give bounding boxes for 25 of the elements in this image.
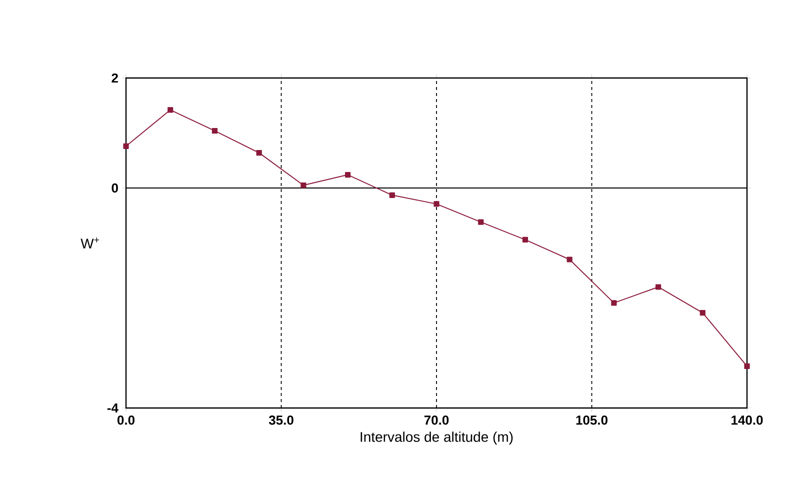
point <box>168 107 174 113</box>
point <box>300 182 306 188</box>
point <box>434 201 440 207</box>
y-tick-label: -4 <box>107 404 118 412</box>
x-axis-title: Intervalos de altitude (m) <box>360 432 513 445</box>
x-tick-label: 0.0 <box>117 416 135 425</box>
point <box>212 128 218 134</box>
y-tick-label: 2 <box>112 73 118 83</box>
point <box>566 256 572 262</box>
y-axis-title: W$^{+}$ <box>80 238 100 248</box>
x-tick-label: 70.0 <box>424 416 449 425</box>
x-tick-label: 140.0 <box>732 416 763 425</box>
point <box>478 219 484 225</box>
x-tick-label: 35.0 <box>268 416 294 425</box>
point <box>256 150 262 156</box>
y-tick-label: 0 <box>112 183 118 193</box>
point <box>123 143 129 149</box>
point <box>522 236 528 242</box>
point <box>389 192 395 198</box>
point <box>744 363 750 369</box>
point <box>344 172 351 178</box>
point <box>655 284 662 290</box>
x-tick-label: 105.0 <box>576 416 608 425</box>
point <box>700 310 706 316</box>
point <box>611 300 617 306</box>
